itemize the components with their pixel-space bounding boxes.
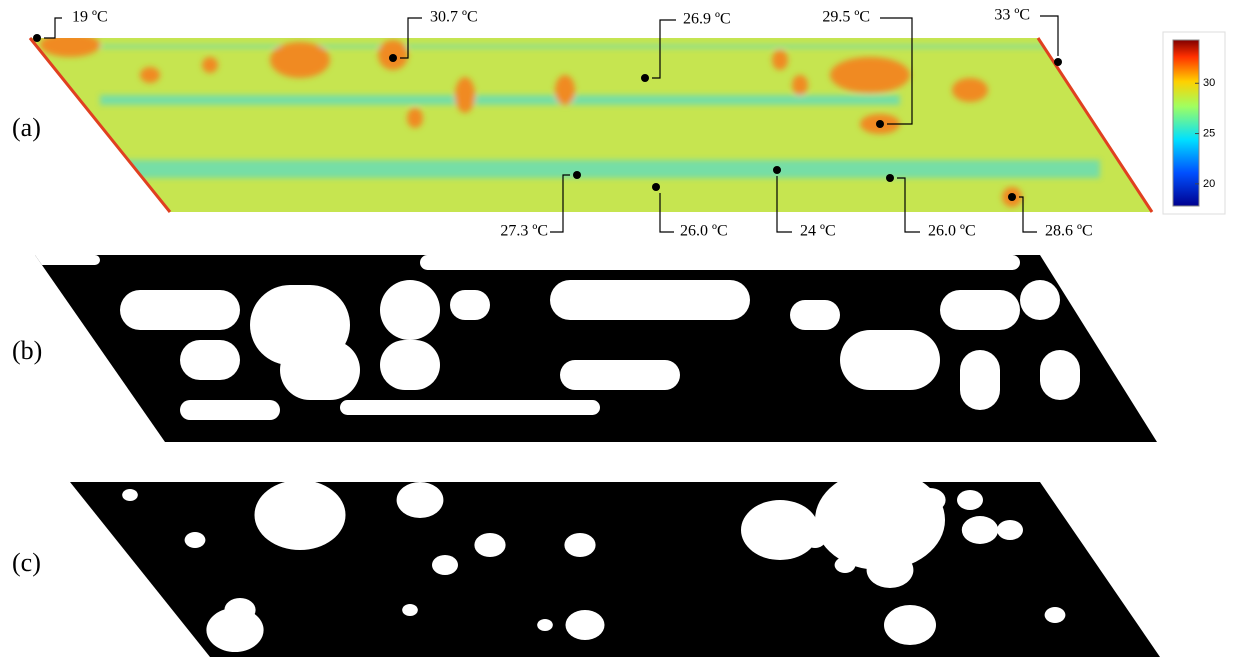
blob bbox=[474, 533, 505, 557]
blob bbox=[420, 255, 1020, 270]
figure: (a) (b) (c) 19 ºC 30.7 ºC 26.9 ºC 29.5 ºC 33 ºC… bbox=[0, 0, 1234, 657]
hot-spot bbox=[952, 78, 988, 102]
blob bbox=[180, 400, 280, 420]
marker-dot bbox=[876, 120, 884, 128]
hot-spot bbox=[555, 75, 575, 105]
annotation: 29.5 ºC bbox=[822, 9, 870, 26]
hot-spot bbox=[270, 42, 330, 78]
stripe bbox=[100, 45, 1100, 48]
annotation: 27.3 ºC bbox=[500, 223, 548, 240]
blob bbox=[122, 489, 138, 501]
blob bbox=[537, 619, 553, 631]
annotation: 19 ºC bbox=[72, 9, 108, 26]
blob bbox=[940, 290, 1020, 330]
blob bbox=[380, 280, 440, 340]
blob bbox=[255, 480, 346, 550]
marker-dot bbox=[33, 34, 41, 42]
hot-spot bbox=[792, 75, 808, 95]
blob bbox=[185, 532, 206, 548]
marker-dot bbox=[1054, 58, 1062, 66]
hot-spot bbox=[407, 108, 423, 128]
blob bbox=[884, 605, 936, 645]
blob bbox=[960, 350, 1000, 410]
stripe bbox=[100, 160, 1100, 178]
annotation: 24 ºC bbox=[800, 223, 836, 240]
hot-spot bbox=[202, 57, 218, 73]
hot-spot bbox=[772, 50, 788, 70]
hot-spot bbox=[455, 77, 475, 113]
blob bbox=[450, 290, 490, 320]
blob bbox=[1020, 280, 1060, 320]
colorbar bbox=[1173, 40, 1199, 206]
blob bbox=[962, 516, 998, 544]
blob bbox=[564, 533, 595, 557]
blob bbox=[840, 330, 940, 390]
marker-dot bbox=[773, 166, 781, 174]
blob bbox=[0, 255, 100, 265]
blob bbox=[180, 340, 240, 380]
annotation: 33 ºC bbox=[994, 7, 1030, 24]
annotation: 28.6 ºC bbox=[1045, 223, 1093, 240]
marker-dot bbox=[573, 171, 581, 179]
thermal-image bbox=[0, 33, 1234, 213]
binary-c bbox=[0, 470, 1234, 657]
marker-dot bbox=[641, 74, 649, 82]
annotation: 26.0 ºC bbox=[680, 223, 728, 240]
blob bbox=[957, 490, 983, 510]
blob bbox=[120, 290, 240, 330]
panel-label: (a) bbox=[12, 113, 41, 142]
hot-spot bbox=[140, 67, 160, 83]
blob bbox=[1040, 350, 1080, 400]
binary-b bbox=[0, 255, 1234, 445]
marker-dot bbox=[652, 183, 660, 191]
hot-spot bbox=[40, 33, 100, 57]
blob bbox=[914, 488, 945, 512]
blob bbox=[1045, 607, 1066, 623]
blob bbox=[340, 400, 600, 415]
annotation: 30.7 ºC bbox=[430, 9, 478, 26]
panel-label: (c) bbox=[12, 548, 41, 577]
colorbar-tick-label: 25 bbox=[1203, 127, 1215, 139]
blob bbox=[397, 482, 444, 518]
blob bbox=[997, 520, 1023, 540]
blob bbox=[835, 557, 856, 573]
annotation: 26.0 ºC bbox=[928, 223, 976, 240]
colorbar-tick-label: 20 bbox=[1203, 178, 1215, 190]
blob bbox=[206, 608, 263, 652]
blob bbox=[790, 300, 840, 330]
blob bbox=[550, 280, 750, 320]
blob bbox=[741, 500, 819, 560]
blob bbox=[867, 552, 914, 588]
blob bbox=[280, 340, 360, 400]
panel-label: (b) bbox=[12, 336, 42, 365]
marker-dot bbox=[389, 54, 397, 62]
stripe bbox=[100, 95, 900, 105]
blob bbox=[560, 360, 680, 390]
annotation: 26.9 ºC bbox=[683, 11, 731, 28]
blob bbox=[380, 340, 440, 390]
blob bbox=[805, 532, 826, 548]
hot-spot bbox=[830, 57, 910, 93]
blob bbox=[402, 604, 418, 616]
blob bbox=[432, 555, 458, 575]
marker-dot bbox=[886, 174, 894, 182]
blob bbox=[566, 610, 605, 640]
leader-line bbox=[44, 18, 62, 38]
marker-dot bbox=[1008, 193, 1016, 201]
colorbar-tick-label: 30 bbox=[1203, 77, 1215, 89]
